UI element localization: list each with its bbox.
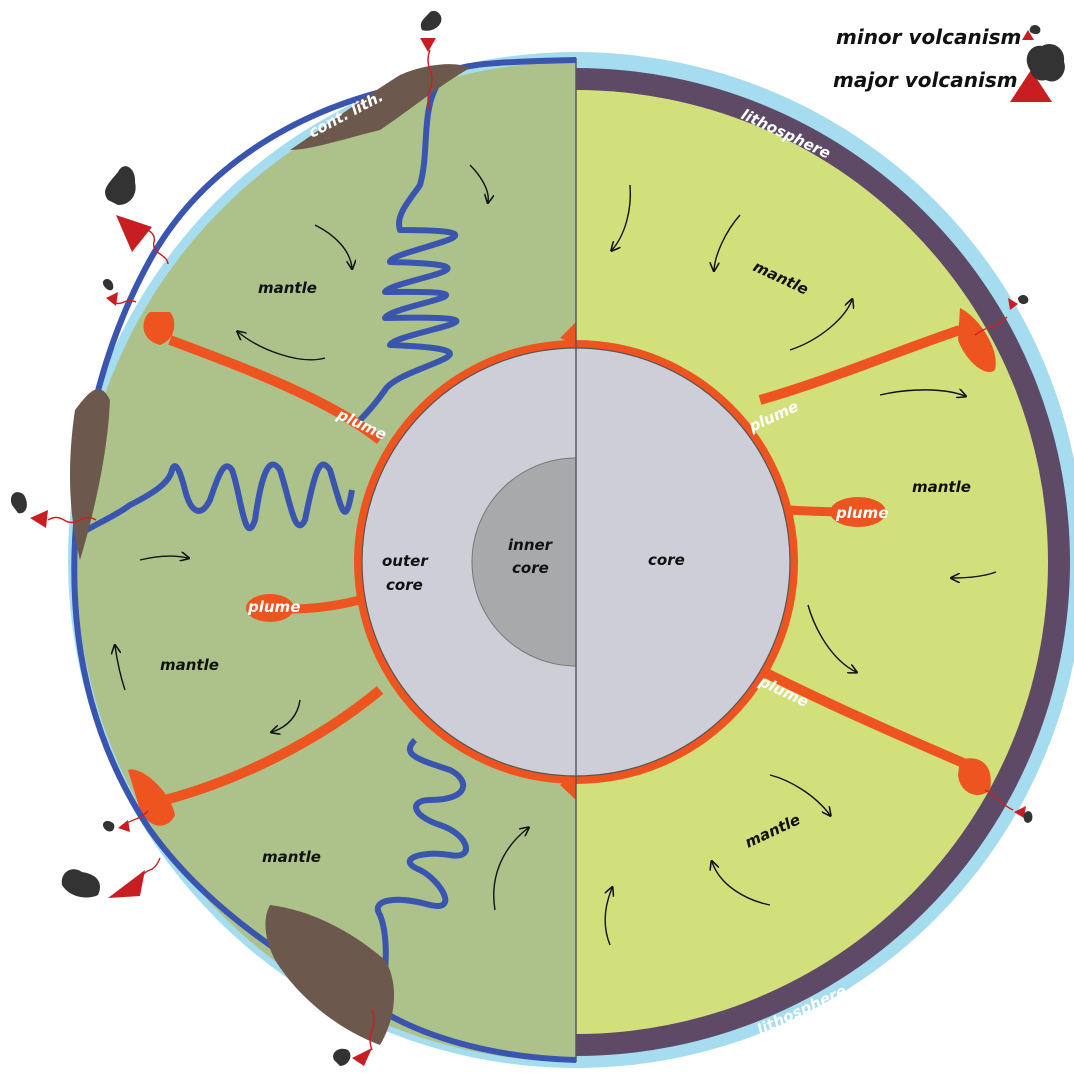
subducting-slab — [71, 57, 577, 1063]
label-outer-core-2: core — [386, 576, 423, 594]
ash-cloud-left-minor — [102, 279, 114, 291]
ash-cloud-top — [420, 10, 442, 31]
ash-cloud-lower-left-major — [61, 869, 101, 898]
continents — [69, 64, 470, 1045]
ash-cloud-upper-left — [105, 166, 136, 205]
inner-core — [471, 457, 576, 667]
volcano-minor-lower-left — [118, 820, 130, 832]
volcano-major-upper-left — [116, 215, 152, 252]
label-inner-core-1: inner — [508, 536, 554, 554]
label-core-right: core — [648, 551, 685, 569]
label-outer-core-1: outer — [382, 552, 429, 570]
volcanoes — [10, 10, 1033, 1066]
left-mantle — [76, 62, 576, 1062]
volcano-minor-right-top — [1008, 298, 1018, 310]
legend-major-ash-icon — [1026, 43, 1065, 82]
volcano-major-lower-left — [108, 870, 145, 898]
legend-minor-label: minor volcanism — [836, 25, 1021, 49]
ash-cloud-bottom — [333, 1048, 351, 1066]
legend-major-volcano-icon — [1010, 70, 1052, 102]
volcano-minor-top — [420, 38, 436, 52]
legend-major-label: major volcanism — [833, 68, 1018, 92]
convection-arrows — [115, 164, 997, 946]
legend-minor-ash-icon — [1029, 25, 1041, 35]
volcano-minor-mid-left — [30, 510, 48, 528]
label-mantle-left-bottom: mantle — [262, 848, 321, 866]
ash-cloud-right-top — [1018, 295, 1029, 305]
right-mantle — [576, 90, 1048, 1034]
label-plume-right-mid: plume — [835, 504, 888, 522]
volcano-minor-right-bottom — [1014, 806, 1026, 818]
legend-minor-volcano-icon — [1022, 30, 1034, 40]
label-mantle-left-mid: mantle — [160, 656, 219, 674]
label-mantle-left-top: mantle — [258, 279, 317, 297]
volcano-minor-bottom — [352, 1048, 372, 1066]
label-inner-core-2: core — [512, 559, 549, 577]
label-mantle-right-mid: mantle — [912, 478, 971, 496]
ash-cloud-lower-left-minor — [102, 821, 115, 832]
legend: minor volcanism major volcanism — [833, 25, 1065, 102]
label-plume-left-mid: plume — [247, 598, 300, 616]
ash-cloud-mid-left — [10, 492, 27, 514]
ash-cloud-right-bottom — [1023, 811, 1033, 823]
volcano-minor-left — [106, 292, 118, 306]
